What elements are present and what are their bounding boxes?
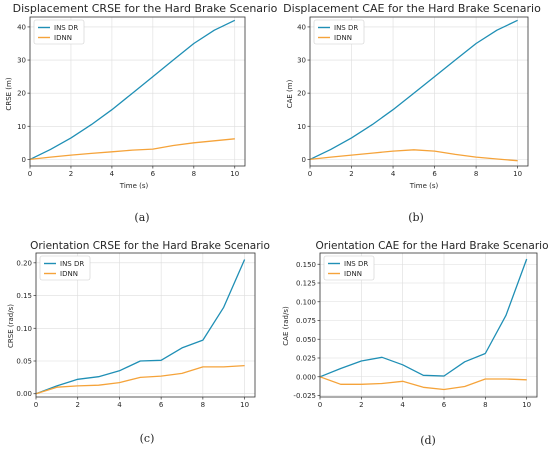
panel-b-ylabel: CAE (m) <box>286 79 294 108</box>
panel-a: Displacement CRSE for the Hard Brake Sce… <box>5 2 278 224</box>
panel-d-ytick-label-1: 0.000 <box>296 373 316 381</box>
panel-a-ytick-label-4: 40 <box>17 23 26 31</box>
panel-d-title: Orientation CAE for the Hard Brake Scena… <box>315 240 548 252</box>
panel-b-xtick-label-5: 10 <box>513 170 522 178</box>
panel-b-ytick-label-1: 10 <box>297 123 306 131</box>
panel-a-ytick-label-3: 30 <box>17 57 26 65</box>
panel-b-legend-label-1: IDNN <box>334 34 352 42</box>
panel-d-xtick-label-1: 2 <box>359 401 363 409</box>
panel-c-ytick-label-2: 0.10 <box>16 325 32 333</box>
panel-d-ytick-label-6: 0.125 <box>296 280 316 288</box>
panel-a-ytick-label-1: 10 <box>17 123 26 131</box>
panel-d-xtick-label-2: 4 <box>400 401 405 409</box>
panel-a-caption: (a) <box>134 211 149 224</box>
panel-d-frame <box>319 252 538 398</box>
panel-a-line-ins-dr <box>29 19 236 160</box>
panel-d-xtick-label-5: 10 <box>522 401 531 409</box>
panel-b-xlabel: Time (s) <box>409 182 439 190</box>
panel-c-line-idnn <box>35 364 245 395</box>
panel-a-plot: 0 2 4 6 8 10 0 10 20 30 40 INS DR IDNN <box>17 16 246 178</box>
panel-c-title: Orientation CRSE for the Hard Brake Scen… <box>30 240 270 252</box>
panel-c-xtick-label-1: 2 <box>75 401 79 409</box>
panel-c-frame <box>35 252 256 398</box>
panel-c-xtick-label-2: 4 <box>117 401 122 409</box>
panel-a-ylabel: CRSE (m) <box>5 77 13 110</box>
panel-c-ytick-label-0: 0.00 <box>16 390 32 398</box>
panel-b-xtick-label-2: 4 <box>391 170 396 178</box>
panel-d-line-idnn <box>319 376 527 391</box>
panel-c-caption: (c) <box>140 432 155 445</box>
panel-c: Orientation CRSE for the Hard Brake Scen… <box>7 240 270 445</box>
panel-a-xlabel: Time (s) <box>119 182 149 190</box>
panel-d-ytick-label-0: -0.025 <box>293 392 316 400</box>
panel-b-line-ins-dr <box>309 19 518 160</box>
panel-a-xtick-label-4: 8 <box>192 170 196 178</box>
panel-d-caption: (d) <box>420 434 436 447</box>
panel-d-xtick-label-0: 0 <box>318 401 322 409</box>
panel-a-xtick-label-1: 2 <box>69 170 73 178</box>
panel-a-xtick-label-5: 10 <box>230 170 239 178</box>
panel-d-ytick-label-7: 0.150 <box>296 261 316 269</box>
panel-c-xtick-label-3: 6 <box>159 401 164 409</box>
panel-a-xtick-label-2: 4 <box>110 170 115 178</box>
panel-d-ytick-label-2: 0.025 <box>296 355 316 363</box>
panel-b-xtick-label-1: 2 <box>349 170 353 178</box>
panel-d: Orientation CAE for the Hard Brake Scena… <box>282 240 549 447</box>
panel-b-frame <box>309 16 529 167</box>
panel-c-xtick-label-0: 0 <box>34 401 38 409</box>
panel-d-ytick-label-3: 0.050 <box>296 336 316 344</box>
panel-a-frame <box>29 16 246 167</box>
panel-a-legend-label-1: IDNN <box>54 34 72 42</box>
panel-b-title: Displacement CAE for the Hard Brake Scen… <box>283 2 541 15</box>
panel-d-plot: 0 2 4 6 8 10 -0.025 0.000 0.025 0.050 0.075 0.100 0.… <box>293 252 538 409</box>
panel-d-xtick-label-4: 8 <box>483 401 487 409</box>
panel-b-line-idnn <box>309 149 518 162</box>
panel-c-xtick-label-4: 8 <box>201 401 205 409</box>
panel-b-ytick-label-3: 30 <box>297 57 306 65</box>
panel-c-ylabel: CRSE (rad/s) <box>7 304 15 348</box>
panel-b: Displacement CAE for the Hard Brake Scen… <box>283 2 541 224</box>
panel-c-legend-label-0: INS DR <box>60 260 84 268</box>
panel-a-ytick-label-0: 0 <box>22 156 26 164</box>
panel-c-ytick-label-1: 0.05 <box>16 358 32 366</box>
panel-a-xtick-label-3: 6 <box>151 170 156 178</box>
panel-c-legend-label-1: IDNN <box>60 270 78 278</box>
panel-b-ytick-label-2: 20 <box>297 90 306 98</box>
panel-d-line-ins-dr <box>319 258 528 378</box>
panel-d-xtick-label-3: 6 <box>442 401 447 409</box>
panel-b-xtick-label-0: 0 <box>308 170 312 178</box>
panel-b-plot: 0 2 4 6 8 10 0 10 20 30 40 INS DR IDNN <box>297 16 529 178</box>
panel-c-ytick-label-4: 0.20 <box>16 259 32 267</box>
panel-b-xtick-label-3: 6 <box>432 170 437 178</box>
panel-c-line-ins-dr <box>35 259 246 395</box>
panel-b-legend-label-0: INS DR <box>334 24 358 32</box>
panel-c-ytick-label-3: 0.15 <box>16 292 32 300</box>
panel-d-ytick-label-4: 0.075 <box>296 317 316 325</box>
panel-b-ytick-label-0: 0 <box>302 156 306 164</box>
panel-a-xtick-label-0: 0 <box>28 170 32 178</box>
panel-d-ylabel: CAE (rad/s) <box>282 306 290 346</box>
panel-d-legend-label-0: INS DR <box>344 260 368 268</box>
panel-a-ytick-label-2: 20 <box>17 90 26 98</box>
panel-c-plot: 0 2 4 6 8 10 0.00 0.05 0.10 0.15 0.20 INS DR IDNN <box>16 252 256 409</box>
panel-a-line-idnn <box>29 138 235 161</box>
panel-d-ytick-label-5: 0.100 <box>296 298 316 306</box>
panel-d-legend-label-1: IDNN <box>344 270 362 278</box>
panel-b-ytick-label-4: 40 <box>297 23 306 31</box>
panel-b-xtick-label-4: 8 <box>474 170 478 178</box>
panel-c-xtick-label-5: 10 <box>240 401 249 409</box>
panel-a-legend-label-0: INS DR <box>54 24 78 32</box>
panel-a-title: Displacement CRSE for the Hard Brake Sce… <box>13 2 278 15</box>
panel-b-caption: (b) <box>408 211 424 224</box>
